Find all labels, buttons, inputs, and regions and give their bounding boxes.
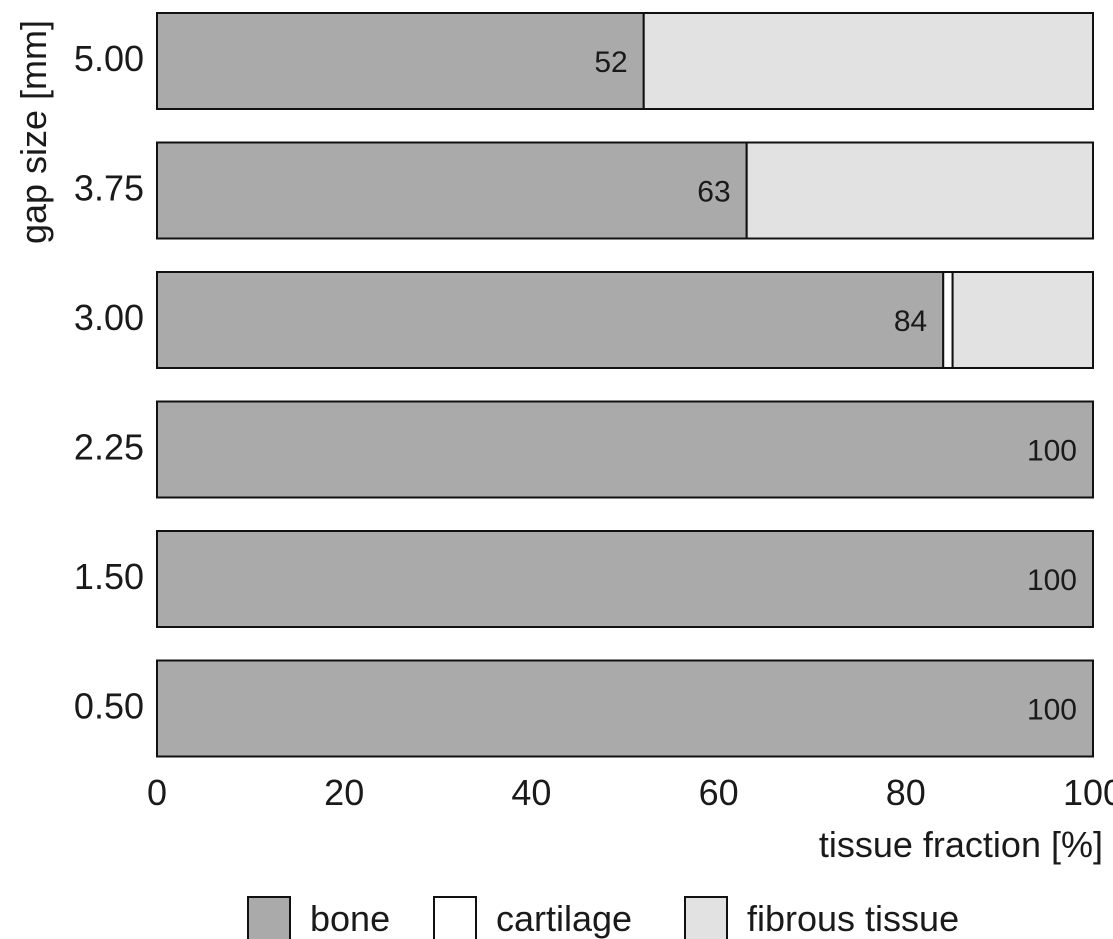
data-label: 63 <box>697 176 730 209</box>
bar-frame <box>156 530 1094 628</box>
legend: bone cartilage fibrous tissue <box>247 896 959 939</box>
bar-segment-fibrous-tissue <box>642 12 1094 110</box>
y-category-label: 3.75 <box>74 168 144 209</box>
legend-swatch-fibrous-tissue <box>684 896 728 939</box>
data-label: 52 <box>594 46 627 79</box>
y-category-label: 5.00 <box>74 38 144 79</box>
y-axis-label: gap size [mm] <box>13 20 54 244</box>
x-tick-label: 100 <box>1063 772 1113 813</box>
data-label: 100 <box>1027 694 1077 727</box>
data-label: 100 <box>1027 564 1077 597</box>
x-tick-label: 60 <box>699 772 739 813</box>
data-label: 100 <box>1027 435 1077 468</box>
legend-label: bone <box>310 898 390 939</box>
legend-label: fibrous tissue <box>747 898 959 939</box>
bar-segment-bone <box>156 659 1094 758</box>
bar-frame <box>156 400 1094 499</box>
x-tick-label: 0 <box>147 772 167 813</box>
bar-segment-fibrous-tissue <box>951 271 1094 369</box>
x-tick-label: 20 <box>324 772 364 813</box>
y-category-label: 0.50 <box>74 686 144 727</box>
legend-swatch-cartilage <box>433 896 477 939</box>
bars-group: 52 63 84 100 100 100 <box>156 12 1094 758</box>
bar-segment-bone <box>156 12 645 110</box>
y-category-labels: 5.00 3.75 3.00 2.25 1.50 0.50 <box>74 38 144 727</box>
legend-label: cartilage <box>496 898 632 939</box>
x-tick-labels: 0 20 40 60 80 100 <box>147 772 1113 813</box>
y-category-label: 2.25 <box>74 427 144 468</box>
y-category-label: 3.00 <box>74 297 144 338</box>
bar-frame <box>156 271 1094 369</box>
bar-segment-bone <box>156 400 1094 499</box>
bar-segment-bone <box>156 271 945 369</box>
bar-frame <box>156 659 1094 758</box>
bar-segment-cartilage <box>942 271 954 369</box>
bar-segment-bone <box>156 141 748 240</box>
x-tick-label: 40 <box>511 772 551 813</box>
data-label: 84 <box>894 305 927 338</box>
y-category-label: 1.50 <box>74 556 144 597</box>
bar-frame <box>156 141 1094 240</box>
legend-swatch-bone <box>247 896 291 939</box>
bar-segment-bone <box>156 530 1094 628</box>
bar-segment-fibrous-tissue <box>745 141 1094 240</box>
x-axis-label: tissue fraction [%] <box>819 824 1103 865</box>
x-tick-label: 80 <box>886 772 926 813</box>
bar-frame <box>156 12 1094 110</box>
